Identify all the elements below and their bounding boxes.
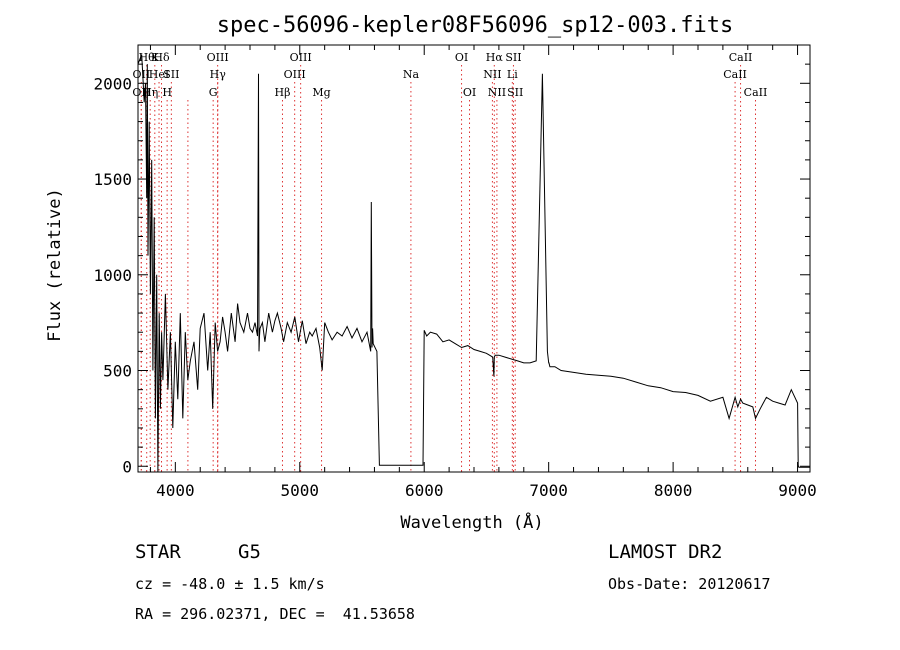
observation-date: Obs-Date: 20120617 bbox=[608, 575, 771, 593]
y-tick-label: 0 bbox=[122, 457, 132, 476]
spectral-line-label: Hθ bbox=[139, 51, 156, 64]
spectral-line-label: OIII bbox=[284, 68, 306, 81]
spectral-line-label: G bbox=[209, 86, 218, 99]
coordinates: RA = 296.02371, DEC = 41.53658 bbox=[135, 605, 415, 623]
spectral-line-label: OII bbox=[133, 68, 151, 81]
y-axis-ticks: 0 500 1000 1500 2000 bbox=[93, 63, 810, 476]
spectrum-series-line bbox=[137, 54, 810, 473]
y-axis-label: Flux (relative) bbox=[45, 188, 65, 342]
redshift-cz: cz = -48.0 ± 1.5 km/s bbox=[135, 575, 325, 593]
spectral-line-label: Hη bbox=[142, 86, 158, 99]
spectral-line-label: CaII bbox=[723, 68, 747, 81]
x-tick-label: 6000 bbox=[405, 481, 444, 500]
spectral-line-label: NII bbox=[488, 86, 506, 99]
spectral-line-markers bbox=[140, 65, 756, 472]
spectral-line-label: Na bbox=[403, 68, 420, 81]
spectral-line-label: Mg bbox=[312, 86, 330, 99]
spectral-line-label: CaII bbox=[729, 51, 753, 64]
spectral-line-label: Li bbox=[507, 68, 518, 81]
spectral-line-label: Hβ bbox=[275, 86, 291, 99]
spectral-line-label: H bbox=[162, 86, 172, 99]
spectral-line-label: OI bbox=[455, 51, 468, 64]
spectral-line-label: Hγ bbox=[210, 68, 227, 81]
spectral-line-label: HeI bbox=[149, 68, 169, 81]
spectral-line-label: CaII bbox=[744, 86, 768, 99]
object-type: STAR bbox=[135, 541, 181, 563]
y-tick-label: 500 bbox=[103, 362, 132, 381]
x-tick-label: 8000 bbox=[654, 481, 693, 500]
spectral-line-label: OI bbox=[463, 86, 476, 99]
spectral-line-label: NII bbox=[483, 68, 501, 81]
y-tick-label: 2000 bbox=[93, 74, 132, 93]
spectral-line-label: Hδ bbox=[153, 51, 170, 64]
chart-title: spec-56096-kepler08F56096_sp12-003.fits bbox=[217, 13, 734, 38]
spectral-line-label: SII bbox=[163, 68, 179, 81]
y-tick-label: 1000 bbox=[93, 266, 132, 285]
spectral-line-label: OIII bbox=[207, 51, 229, 64]
spectral-line-label: K bbox=[151, 51, 160, 64]
x-tick-label: 4000 bbox=[156, 481, 195, 500]
survey-name: LAMOST DR2 bbox=[608, 541, 723, 563]
x-axis-ticks: 4000 5000 6000 7000 8000 9000 bbox=[149, 45, 817, 500]
spectral-line-label: SII bbox=[507, 86, 523, 99]
plot-frame bbox=[137, 44, 811, 473]
x-axis-label: Wavelength (Å) bbox=[400, 511, 543, 533]
x-tick-label: 5000 bbox=[281, 481, 320, 500]
y-tick-label: 1500 bbox=[93, 170, 132, 189]
spectral-subclass: G5 bbox=[238, 541, 261, 563]
spectral-line-label: Hα bbox=[486, 51, 504, 64]
spectral-line-label: SII bbox=[505, 51, 521, 64]
spectral-line-label: OIII bbox=[290, 51, 312, 64]
x-tick-label: 7000 bbox=[529, 481, 568, 500]
x-tick-label: 9000 bbox=[778, 481, 817, 500]
